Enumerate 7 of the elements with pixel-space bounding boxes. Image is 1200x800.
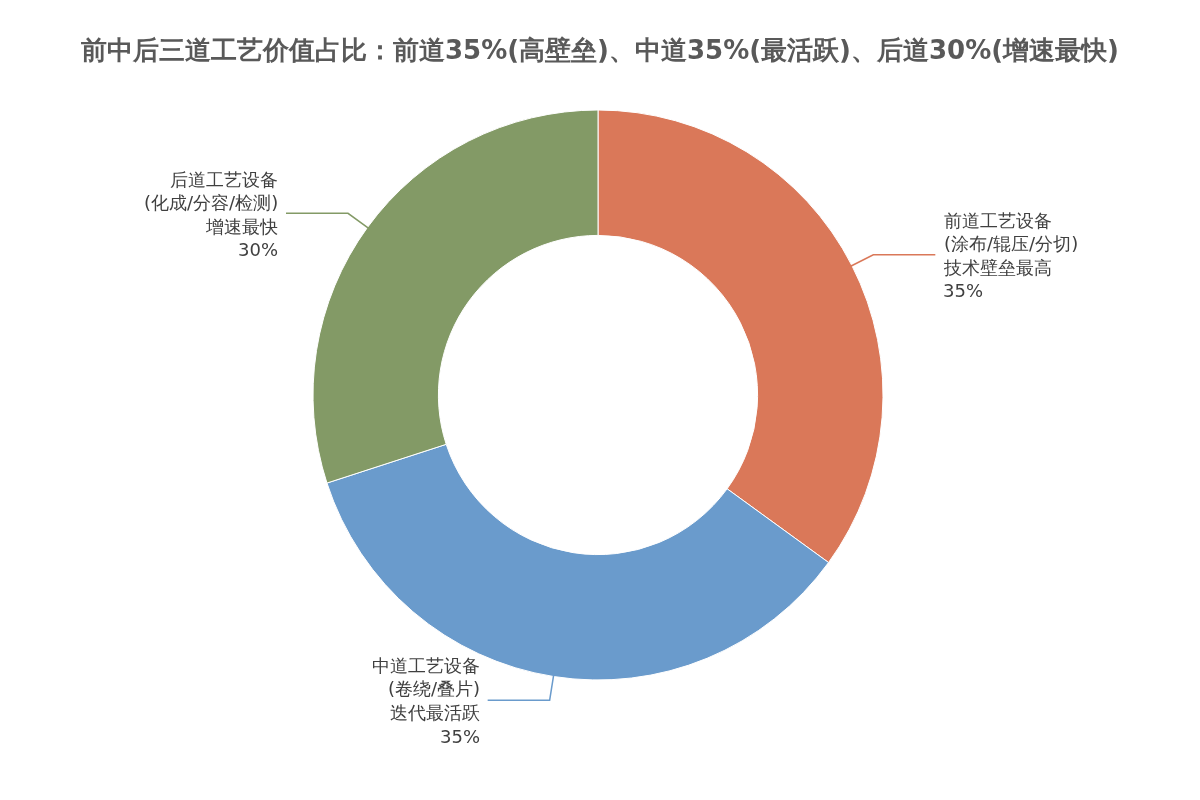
data-label: 30% [238, 239, 279, 260]
slice-label: 后道工艺设备 (化成/分容/检测) 增速最快 [144, 169, 279, 237]
data-label: 35% [440, 726, 481, 747]
chart-title: 前中后三道工艺价值占比：前道35%(高壁垒)、中道35%(最活跃)、后道30%(增速最快) [80, 35, 1119, 66]
data-label: 35% [943, 280, 984, 301]
slice-label: 中道工艺设备 (卷绕/叠片) 迭代最活跃 [372, 655, 480, 723]
slice-label: 前道工艺设备 (涂布/辊压/分切) 技术壁垒最高 [943, 210, 1079, 278]
